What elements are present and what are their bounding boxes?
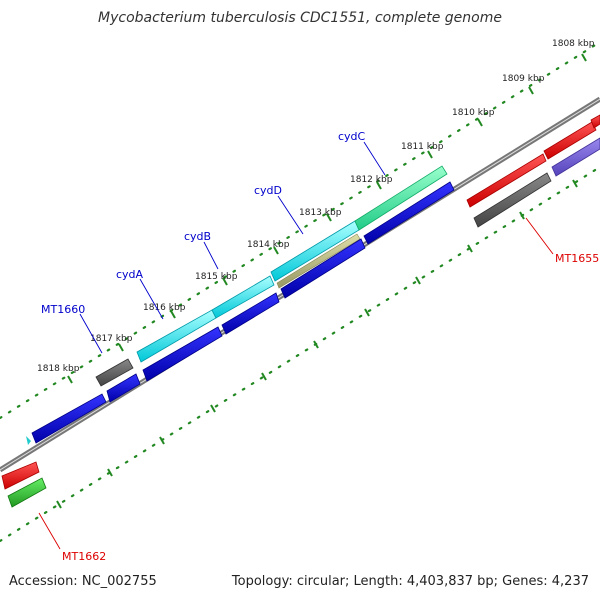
gene-small — [26, 436, 31, 445]
scale-tick — [364, 308, 370, 317]
scale-tick — [118, 343, 124, 352]
map-title: Mycobacterium tuberculosis CDC1551, comp… — [98, 10, 502, 26]
scale-tick — [376, 181, 382, 190]
scale-tick — [477, 118, 483, 127]
scale-label: 1815 kbp — [195, 272, 238, 282]
scale-tick — [427, 150, 433, 159]
gene-blue[interactable] — [280, 238, 366, 299]
scale-label: 1809 kbp — [502, 74, 545, 84]
forward-strand-features — [1, 114, 600, 490]
gene-blue[interactable] — [31, 393, 107, 444]
reverse-strand-features — [7, 137, 600, 508]
gene-label-MT1662[interactable]: MT1662 — [62, 550, 106, 563]
gene-label-cydB[interactable]: cydB — [184, 230, 211, 243]
scale-tick — [572, 179, 578, 188]
gene-label-cydA[interactable]: cydA — [116, 268, 144, 281]
gene-cydB[interactable] — [211, 275, 275, 319]
scale-label: 1810 kbp — [452, 108, 495, 118]
gene-MT1660[interactable] — [95, 358, 134, 387]
gene-MT1662[interactable] — [7, 477, 47, 508]
scale-tick — [170, 310, 176, 319]
scale-label: 1816 kbp — [143, 303, 186, 313]
scale-label: 1813 kbp — [299, 208, 342, 218]
scale-tick — [107, 468, 113, 477]
scale-label: 1811 kbp — [401, 142, 444, 152]
scale-tick — [67, 375, 73, 384]
scale-label: 1814 kbp — [247, 240, 290, 250]
gene-label-cydD[interactable]: cydD — [254, 184, 282, 197]
gene-blue[interactable] — [142, 326, 223, 382]
gene-red[interactable] — [543, 121, 597, 160]
scale-tick — [467, 244, 473, 253]
scale-label: 1818 kbp — [37, 364, 80, 374]
scale-tick — [581, 53, 587, 62]
gene-blue[interactable] — [363, 181, 455, 245]
gene-label-cydC[interactable]: cydC — [338, 130, 366, 143]
gene-purple[interactable] — [551, 137, 600, 177]
gene-red[interactable] — [590, 114, 600, 129]
scale-tick — [313, 340, 319, 349]
scale-label: 1808 kbp — [552, 39, 595, 49]
gene-labels: cydC cydD cydB cydA MT1660 MT1655 MT1662 — [41, 130, 599, 563]
scale-tick — [528, 86, 534, 95]
gene-label-leaders — [38, 141, 554, 550]
gene-red[interactable] — [466, 153, 547, 208]
outer-scale-track — [0, 40, 600, 420]
scale-tick — [261, 372, 267, 381]
scale-label: 1817 kbp — [90, 334, 133, 344]
gene-red[interactable] — [1, 461, 40, 490]
scale-tick — [210, 404, 216, 413]
gene-label-MT1660[interactable]: MT1660 — [41, 303, 85, 316]
gene-blue[interactable] — [106, 373, 141, 403]
scale-label: 1812 kbp — [350, 175, 393, 185]
scale-tick — [326, 213, 332, 222]
gene-overlap — [276, 233, 361, 289]
scale-tick — [519, 211, 525, 220]
gene-MT1655[interactable] — [473, 172, 552, 228]
genome-summary-text: Topology: circular; Length: 4,403,837 bp… — [231, 574, 589, 589]
scale-tick — [56, 500, 62, 509]
scale-tick — [415, 276, 421, 285]
accession-text: Accession: NC_002755 — [9, 574, 157, 589]
gene-cydC[interactable] — [354, 165, 448, 231]
scale-tick — [159, 436, 165, 445]
inner-scale-track — [0, 165, 600, 543]
scale-tick — [222, 277, 228, 286]
gene-label-MT1655[interactable]: MT1655 — [555, 252, 599, 265]
scale-labels: 1808 kbp 1809 kbp 1810 kbp 1811 kbp 1812… — [37, 39, 595, 374]
gene-blue[interactable] — [221, 292, 280, 335]
scale-tick — [273, 246, 279, 255]
